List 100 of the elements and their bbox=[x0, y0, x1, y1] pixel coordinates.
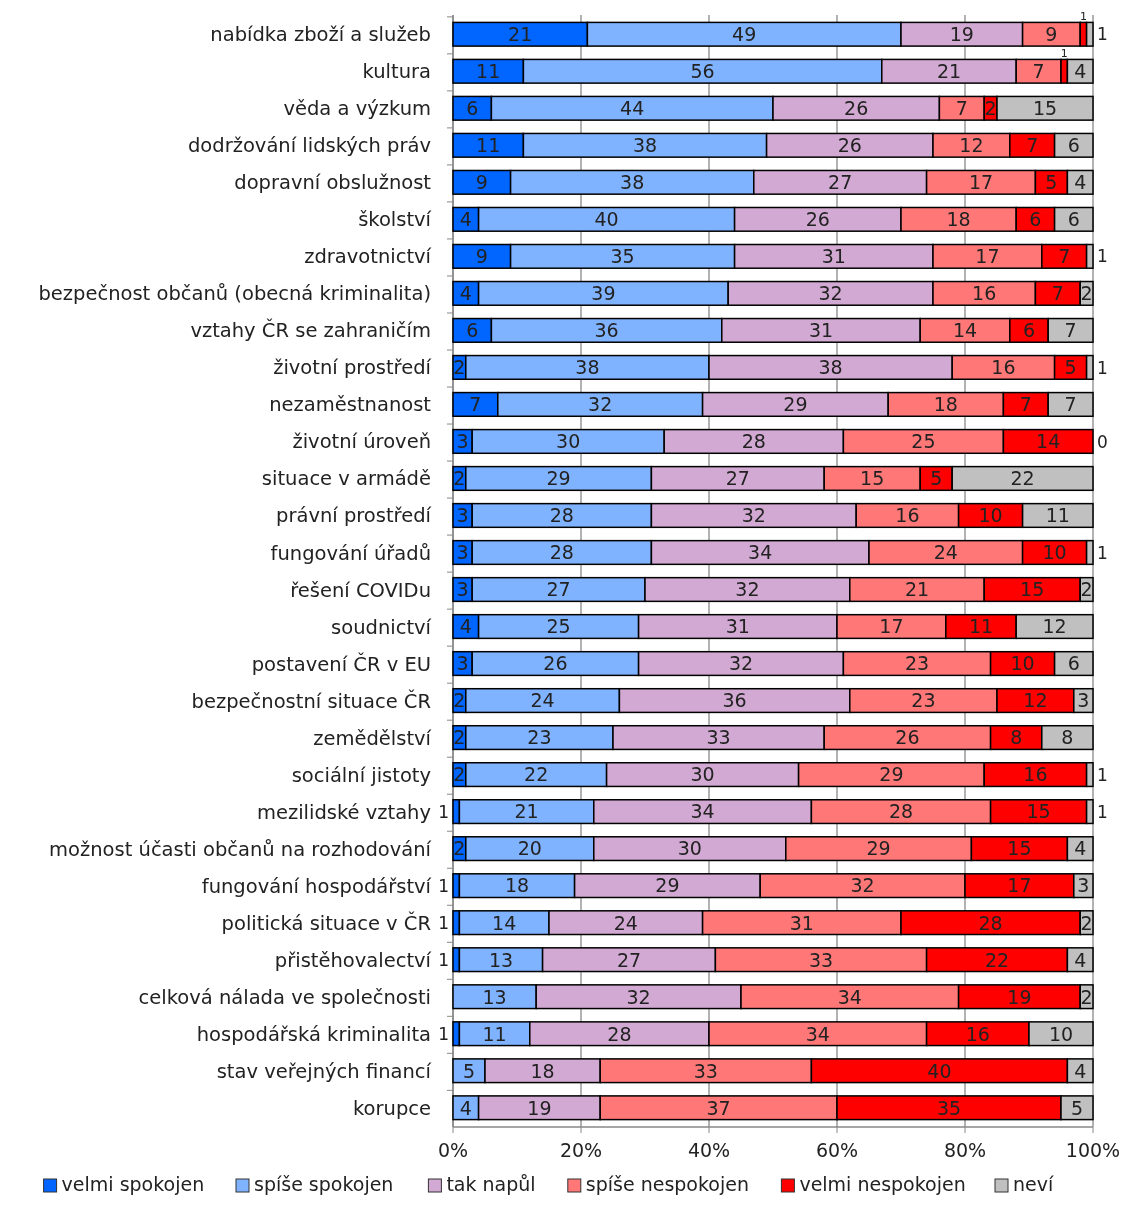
data-label: 5 bbox=[930, 467, 943, 490]
data-label: 4 bbox=[459, 1096, 472, 1119]
data-label: 1 bbox=[438, 875, 449, 896]
data-label: 15 bbox=[1020, 578, 1045, 601]
data-label: 1 bbox=[438, 1023, 449, 1044]
y-tick-label: školství bbox=[358, 208, 432, 232]
data-label: 16 bbox=[991, 356, 1016, 379]
y-tick-label: přistěhovalectví bbox=[274, 948, 432, 972]
data-label: 29 bbox=[866, 837, 891, 860]
data-label: 12 bbox=[1042, 615, 1067, 638]
data-label: 11 bbox=[476, 60, 501, 83]
data-label: 7 bbox=[1051, 282, 1064, 305]
y-tick-label: zdravotnictví bbox=[304, 245, 432, 269]
x-tick-label: 80% bbox=[943, 1139, 987, 1161]
y-tick-label: postavení ČR v EU bbox=[251, 651, 431, 676]
data-label: 10 bbox=[1042, 541, 1067, 564]
data-label: 24 bbox=[613, 911, 638, 934]
data-label: 28 bbox=[978, 911, 1003, 934]
data-label: 38 bbox=[575, 356, 600, 379]
y-tick-label: životní úroveň bbox=[292, 430, 431, 454]
data-label: 19 bbox=[527, 1096, 552, 1119]
data-label: 8 bbox=[1010, 726, 1023, 749]
data-label: 1 bbox=[1097, 764, 1108, 785]
data-label: 16 bbox=[895, 504, 920, 527]
y-tick-label: celková nálada ve společnosti bbox=[138, 985, 431, 1009]
data-label: 14 bbox=[492, 911, 517, 934]
data-label: 2 bbox=[1080, 911, 1093, 934]
data-label: 27 bbox=[725, 467, 750, 490]
data-label: 13 bbox=[482, 985, 507, 1008]
x-tick-label: 40% bbox=[687, 1139, 731, 1161]
data-label: 7 bbox=[1032, 60, 1045, 83]
data-label: 27 bbox=[616, 948, 642, 971]
data-label: 22 bbox=[524, 763, 549, 786]
data-label: 5 bbox=[1045, 171, 1058, 194]
data-label: 38 bbox=[620, 171, 645, 194]
legend-label: spíše nespokojen bbox=[585, 1173, 749, 1195]
data-label: 36 bbox=[722, 689, 747, 712]
data-label: 32 bbox=[735, 578, 760, 601]
data-label: 3 bbox=[1077, 874, 1090, 897]
y-tick-label: nabídka zboží a služeb bbox=[210, 23, 431, 47]
data-label: 17 bbox=[879, 615, 904, 638]
data-label: 4 bbox=[459, 615, 472, 638]
data-label: 5 bbox=[1064, 356, 1077, 379]
x-tick-label: 60% bbox=[815, 1139, 859, 1161]
data-label: 37 bbox=[706, 1096, 731, 1119]
data-label: 4 bbox=[459, 282, 472, 305]
data-label: 1 bbox=[1097, 24, 1108, 45]
data-label: 9 bbox=[1045, 23, 1058, 46]
data-label: 40 bbox=[927, 1059, 952, 1082]
data-label: 11 bbox=[476, 134, 501, 157]
data-label: 34 bbox=[748, 541, 773, 564]
data-label: 26 bbox=[837, 134, 862, 157]
data-label: 7 bbox=[1064, 319, 1077, 342]
data-label: 14 bbox=[952, 319, 978, 342]
y-tick-label: bezpečnost občanů (obecná kriminalita) bbox=[38, 282, 431, 306]
y-tick-label: politická situace v ČR bbox=[221, 910, 431, 935]
data-label: 40 bbox=[594, 208, 619, 231]
data-label: 35 bbox=[936, 1096, 962, 1119]
data-label: 3 bbox=[456, 504, 469, 527]
y-tick-label: možnost účasti občanů na rozhodování bbox=[49, 837, 432, 861]
y-tick-label: nezaměstnanost bbox=[269, 393, 432, 417]
data-label: 33 bbox=[808, 948, 834, 971]
data-label: 18 bbox=[946, 208, 971, 231]
data-label: 14 bbox=[1036, 430, 1061, 453]
data-label: 23 bbox=[527, 726, 552, 749]
data-label: 32 bbox=[741, 504, 766, 527]
data-label: 7 bbox=[955, 97, 968, 120]
data-label: 6 bbox=[1067, 208, 1080, 231]
data-label: 3 bbox=[456, 430, 469, 453]
y-tick-label: mezilidské vztahy bbox=[256, 800, 431, 824]
data-label: 44 bbox=[620, 97, 645, 120]
data-label: 1 bbox=[1097, 246, 1108, 267]
data-label: 19 bbox=[949, 23, 974, 46]
data-label: 5 bbox=[462, 1059, 476, 1082]
data-label: 2 bbox=[1080, 985, 1093, 1008]
legend-label: velmi spokojen bbox=[61, 1173, 205, 1195]
data-label: 7 bbox=[1064, 393, 1077, 416]
data-label: 39 bbox=[591, 282, 616, 305]
data-label: 18 bbox=[933, 393, 958, 416]
y-tick-label: řešení COVIDu bbox=[290, 578, 431, 602]
y-tick-label: fungování hospodářství bbox=[201, 874, 432, 898]
data-label: 4 bbox=[459, 208, 472, 231]
data-label: 25 bbox=[911, 430, 936, 453]
data-label: 34 bbox=[690, 800, 715, 823]
data-label: 16 bbox=[965, 1022, 990, 1045]
data-label: 34 bbox=[837, 985, 862, 1008]
y-tick-label: hospodářská kriminalita bbox=[196, 1022, 431, 1046]
data-label: 3 bbox=[456, 652, 469, 675]
data-label: 20 bbox=[517, 837, 542, 860]
data-label: 15 bbox=[860, 467, 885, 490]
x-tick-label: 20% bbox=[559, 1139, 603, 1161]
data-label: 6 bbox=[1029, 208, 1042, 231]
y-tick-label: životní prostředí bbox=[273, 356, 432, 380]
x-tick-label: 100% bbox=[1065, 1139, 1121, 1161]
data-label: 15 bbox=[1026, 800, 1051, 823]
data-label: 7 bbox=[1026, 134, 1039, 157]
data-label: 16 bbox=[972, 282, 997, 305]
data-label: 6 bbox=[1067, 652, 1080, 675]
data-label: 23 bbox=[911, 689, 936, 712]
y-tick-label: kultura bbox=[362, 60, 431, 84]
